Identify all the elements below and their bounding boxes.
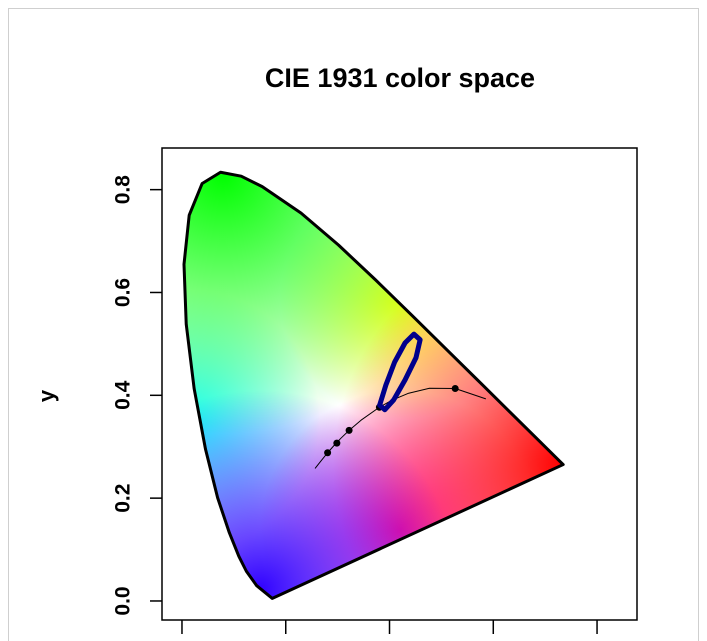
curve [182,170,565,600]
plot-box [161,147,638,621]
frame [8,8,699,641]
point [324,449,332,457]
y-axis-label: y [34,389,59,402]
y-tick-label: 0.2 [112,484,135,513]
chart-title: CIE 1931 color space [265,63,535,93]
point [345,426,353,434]
y-tick-label: 0.0 [112,586,135,615]
y-tick-label: 0.6 [112,278,135,307]
point [333,439,341,447]
y-tick-label: 0.4 [112,380,135,410]
curve [377,331,423,413]
point [451,384,459,392]
y-tick-label: 0.8 [112,175,135,205]
